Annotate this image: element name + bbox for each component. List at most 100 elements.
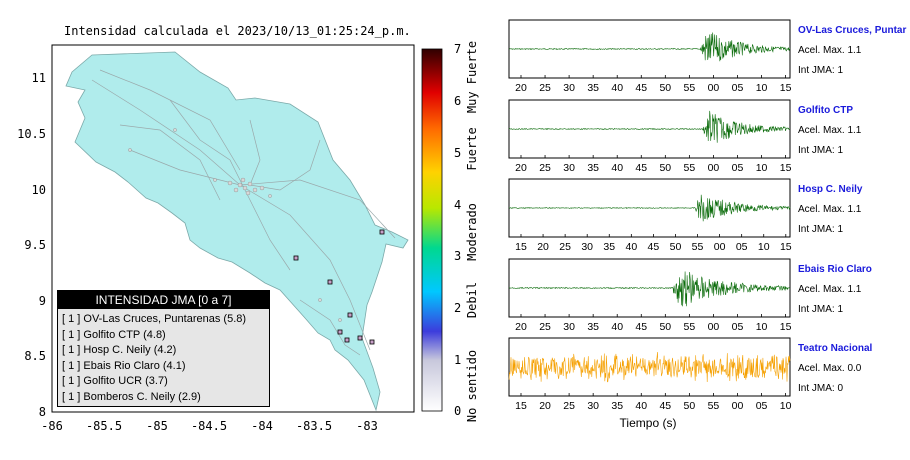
- station-name: Ebais Rio Claro: [798, 264, 872, 275]
- legend-item: [ 1 ] Golfito CTP (4.8): [62, 328, 166, 341]
- tick-label: 30: [563, 162, 575, 174]
- colorbar-label: Fuerte: [465, 127, 479, 170]
- tick-label: 25: [563, 400, 575, 412]
- x-axis-label: Tiempo (s): [620, 416, 677, 430]
- legend-item: [ 1 ] Golfito UCR (3.7): [62, 375, 168, 387]
- colorbar-label: Moderado: [465, 203, 479, 261]
- station-jma: Int JMA: 1: [798, 65, 843, 76]
- tick-label: 45: [659, 400, 671, 412]
- tick-label: 05: [732, 162, 744, 174]
- y-tick-label: 10: [32, 183, 46, 197]
- station-name: OV-Las Cruces, Puntar: [798, 25, 906, 36]
- tick-label: 50: [684, 400, 696, 412]
- tick-label: 45: [635, 82, 647, 94]
- seismogram-trace: [508, 194, 791, 222]
- y-tick-label: 9.5: [24, 238, 46, 252]
- x-tick-label: -84.5: [191, 419, 227, 433]
- city-points: [128, 128, 342, 322]
- tick-label: 20: [537, 241, 549, 253]
- legend-item: [ 1 ] Ebais Rio Claro (4.1): [62, 359, 186, 372]
- tick-label: 30: [563, 82, 575, 94]
- tick-label: 25: [559, 241, 571, 253]
- station-name: Golfito CTP: [798, 105, 853, 116]
- colorbar: [421, 48, 443, 412]
- colorbar-value: 6: [454, 94, 461, 108]
- tick-label: 50: [659, 82, 671, 94]
- station-markers: [293, 229, 385, 345]
- y-tick-label: 9: [39, 294, 46, 308]
- tick-label: 15: [780, 162, 792, 174]
- tick-label: 05: [736, 241, 748, 253]
- seismogram-trace: [508, 32, 791, 62]
- x-tick-label: -83: [356, 419, 378, 433]
- tick-label: 50: [659, 321, 671, 333]
- tick-label: 40: [625, 241, 637, 253]
- tick-label: 35: [611, 400, 623, 412]
- tick-label: 00: [708, 82, 720, 94]
- station-accel: Acel. Max. 1.1: [798, 284, 862, 295]
- x-tick-label: -83.5: [296, 419, 332, 433]
- tick-label: 35: [587, 82, 599, 94]
- tick-label: 10: [780, 400, 792, 412]
- colorbar-value: 2: [454, 301, 461, 315]
- tick-label: 25: [539, 321, 551, 333]
- tick-label: 55: [708, 400, 720, 412]
- legend-item: [ 1 ] Hosp C. Neily (4.2): [62, 344, 177, 356]
- tick-label: 25: [539, 162, 551, 174]
- tick-label: 50: [670, 241, 682, 253]
- tick-label: 15: [780, 241, 792, 253]
- colorbar-value: 7: [454, 42, 461, 56]
- tick-label: 25: [539, 82, 551, 94]
- map-title: Intensidad calculada el 2023/10/13_01:25…: [64, 24, 411, 38]
- tick-label: 00: [708, 162, 720, 174]
- colorbar-values: 0 1 2 3 4 5 6 7: [454, 42, 461, 418]
- station-accel: Acel. Max. 0.0: [798, 363, 862, 374]
- station-jma: Int JMA: 1: [798, 304, 843, 315]
- y-tick-label: 11: [32, 71, 46, 85]
- station-name: Teatro Nacional: [798, 343, 872, 354]
- tick-label: 30: [563, 321, 575, 333]
- colorbar-label: No sentido: [465, 350, 479, 422]
- tick-label: 45: [648, 241, 660, 253]
- tick-label: 15: [780, 321, 792, 333]
- tick-label: 55: [692, 241, 704, 253]
- tick-label: 55: [684, 82, 696, 94]
- tick-label: 05: [732, 321, 744, 333]
- tick-label: 15: [515, 400, 527, 412]
- tick-label: 10: [756, 162, 768, 174]
- x-tick-label: -86: [41, 419, 63, 433]
- tick-label: 20: [539, 400, 551, 412]
- legend-item: [ 1 ] OV-Las Cruces, Puntarenas (5.8): [62, 313, 247, 325]
- colorbar-label: Debil: [465, 282, 479, 318]
- tick-label: 05: [732, 82, 744, 94]
- colorbar-label: Muy Fuerte: [465, 41, 479, 113]
- tick-label: 15: [515, 241, 527, 253]
- tick-label: 40: [611, 162, 623, 174]
- colorbar-value: 0: [454, 404, 461, 418]
- station-jma: Int JMA: 1: [798, 224, 843, 235]
- legend-title: INTENSIDAD JMA [0 a 7]: [58, 291, 269, 309]
- tick-label: 30: [587, 400, 599, 412]
- tick-label: 35: [603, 241, 615, 253]
- tick-label: 20: [515, 162, 527, 174]
- tick-label: 20: [515, 82, 527, 94]
- country-land: [65, 51, 409, 412]
- y-tick-label: 8: [39, 405, 46, 419]
- tick-label: 10: [756, 321, 768, 333]
- tick-label: 55: [684, 321, 696, 333]
- station-name: Hosp C. Neily: [798, 184, 863, 195]
- road-network: [91, 69, 396, 356]
- legend-item: [ 1 ] Bomberos C. Neily (2.9): [62, 390, 201, 403]
- tick-label: 30: [581, 241, 593, 253]
- seismogram-trace: [508, 110, 791, 143]
- tick-label: 05: [756, 400, 768, 412]
- tick-label: 10: [756, 82, 768, 94]
- map-y-axis: 11 10.5 10 9.5 9 8.5 8: [17, 71, 46, 419]
- station-jma: Int JMA: 0: [798, 383, 843, 394]
- map-x-axis: -86 -85.5 -85 -84.5 -84 -83.5 -83: [41, 419, 378, 433]
- station-accel: Acel. Max. 1.1: [798, 204, 862, 215]
- seismogram-trace: [509, 271, 791, 307]
- colorbar-value: 5: [454, 146, 461, 160]
- tick-label: 45: [635, 162, 647, 174]
